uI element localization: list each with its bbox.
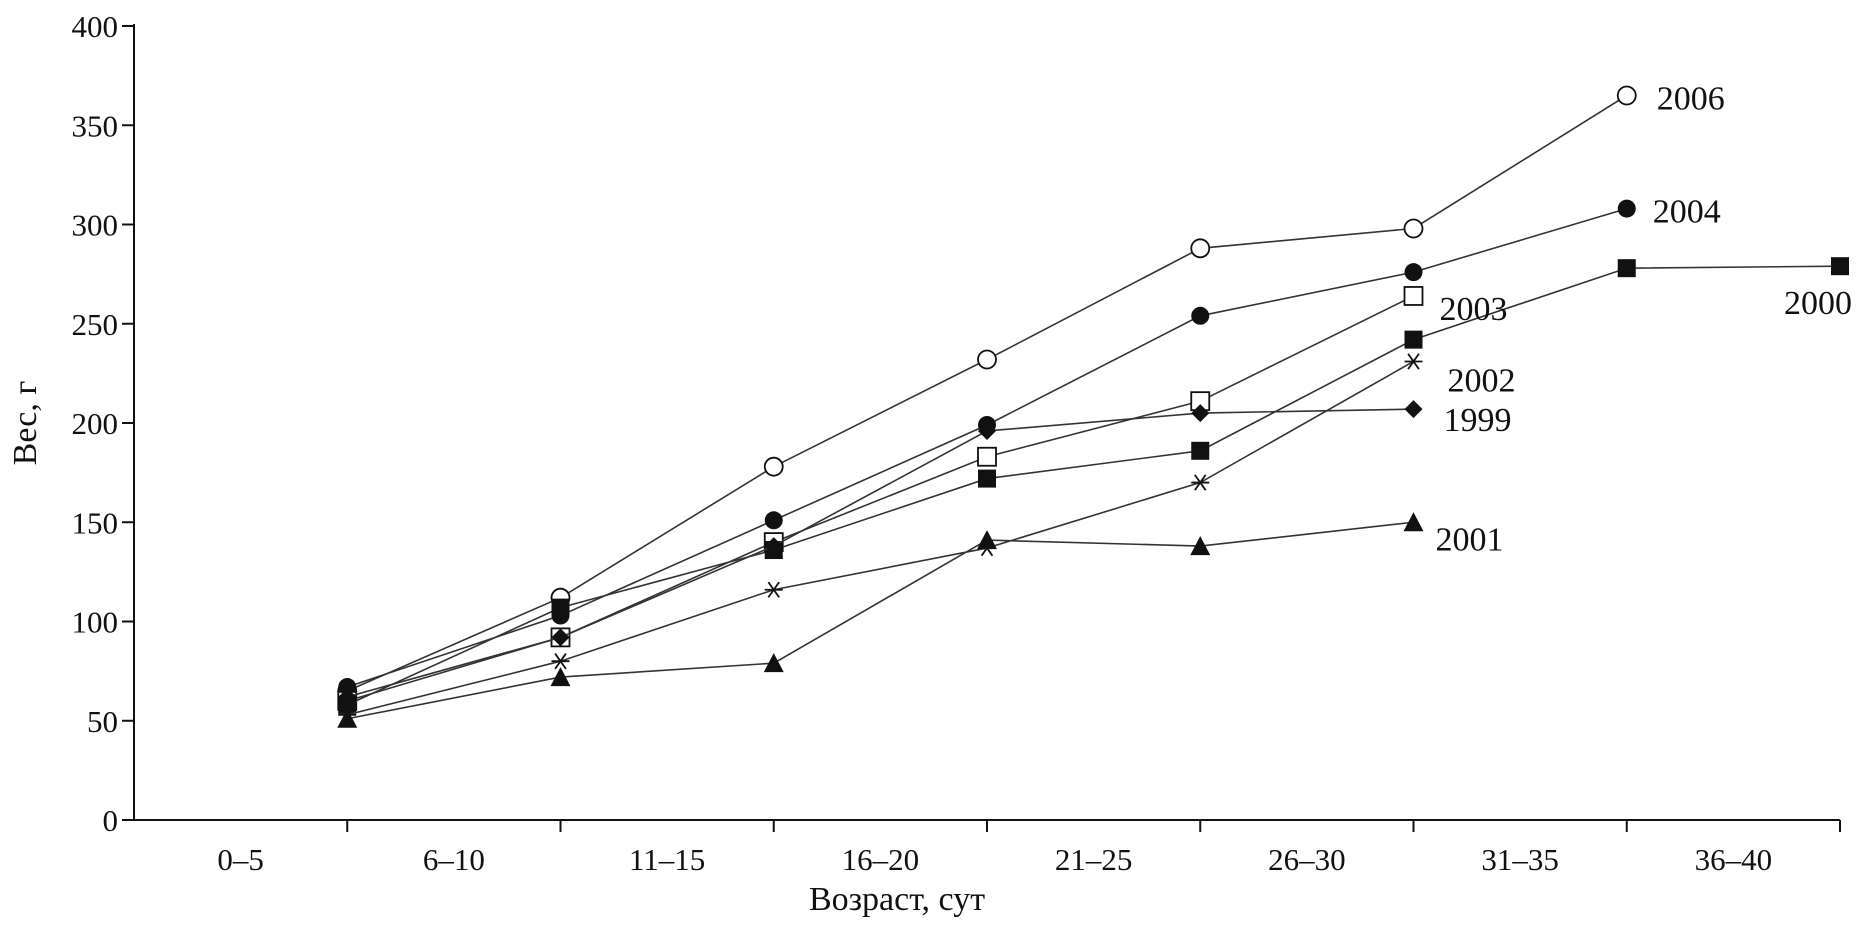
series-line-2002	[347, 360, 1414, 716]
series-label-2000: 2000	[1784, 285, 1852, 322]
series-label-2002: 2002	[1448, 362, 1516, 399]
data-point-1999	[551, 628, 570, 647]
data-point-2003	[977, 446, 997, 467]
data-point-2006	[1403, 218, 1424, 239]
data-point-2001	[1190, 536, 1211, 556]
series-label-1999: 1999	[1444, 402, 1512, 439]
series-label-2003: 2003	[1440, 291, 1508, 328]
y-tick-label: 100	[72, 605, 119, 640]
series-line-2006	[346, 94, 1628, 692]
y-tick-label: 300	[72, 208, 119, 243]
series-2003	[337, 286, 1424, 711]
x-tick-label: 36–40	[1695, 842, 1773, 877]
y-tick-label: 250	[72, 307, 119, 342]
data-point-2000	[978, 469, 996, 488]
x-tick-label: 31–35	[1481, 842, 1559, 877]
series-2001	[337, 512, 1424, 728]
data-point-2000	[1617, 259, 1636, 278]
x-tick-label: 26–30	[1268, 842, 1346, 877]
data-point-2000	[551, 598, 570, 617]
data-point-2006	[977, 349, 997, 370]
data-point-2001	[763, 653, 784, 673]
y-tick-label: 150	[72, 505, 119, 540]
y-tick-label: 400	[72, 9, 119, 44]
data-point-2002	[1404, 353, 1423, 370]
x-tick-label: 6–10	[423, 842, 485, 877]
series-label-2004: 2004	[1653, 194, 1721, 231]
series-1999	[338, 400, 1423, 706]
data-point-2004	[1404, 263, 1423, 282]
data-point-2001	[550, 667, 571, 687]
x-tick-label: 21–25	[1055, 842, 1133, 877]
series-line-2000	[346, 265, 1841, 706]
series-2002	[338, 353, 1423, 723]
data-point-2006	[1190, 238, 1211, 259]
data-point-2001	[1403, 512, 1424, 532]
data-point-2002	[764, 581, 783, 598]
series-label-2001: 2001	[1436, 521, 1504, 558]
x-axis-title: Возраст, сут	[809, 881, 985, 918]
y-axis-title: Вес, г	[7, 381, 44, 466]
series-2006	[337, 85, 1637, 701]
data-point-2004	[1617, 199, 1636, 218]
x-tick-label: 0–5	[217, 842, 264, 877]
axes	[122, 24, 1841, 832]
data-point-1999	[1404, 400, 1423, 419]
data-point-2006	[763, 456, 784, 477]
data-point-2000	[1831, 257, 1849, 276]
series-line-1999	[347, 408, 1414, 698]
data-point-2004	[764, 511, 783, 530]
data-point-2000	[1191, 441, 1210, 460]
series-line-2003	[347, 295, 1414, 702]
plot-area	[337, 85, 1849, 728]
x-tick-label: 16–20	[842, 842, 920, 877]
data-point-2004	[1191, 306, 1210, 325]
data-point-2002	[551, 653, 570, 670]
data-point-2000	[1404, 330, 1423, 349]
y-tick-label: 0	[103, 803, 119, 838]
data-point-2003	[1403, 286, 1424, 306]
series-label-2006: 2006	[1657, 80, 1725, 117]
data-point-1999	[978, 421, 996, 440]
labels: 0 50 100 150 200 250 300 350 400 0–5 6–10 11–15 16–2…	[7, 9, 1852, 918]
data-point-2002	[1191, 474, 1210, 491]
series-2000	[338, 257, 1849, 714]
data-point-2006	[1616, 85, 1637, 106]
y-tick-label: 200	[72, 406, 119, 441]
data-point-1999	[764, 537, 783, 556]
data-point-1999	[338, 687, 357, 706]
y-tick-label: 50	[87, 704, 118, 739]
y-tick-label: 350	[72, 108, 119, 143]
data-point-2001	[337, 708, 358, 728]
data-point-1999	[1191, 404, 1210, 423]
x-tick-label: 11–15	[629, 842, 705, 877]
data-point-2001	[977, 530, 997, 550]
series-line-2001	[347, 521, 1414, 720]
